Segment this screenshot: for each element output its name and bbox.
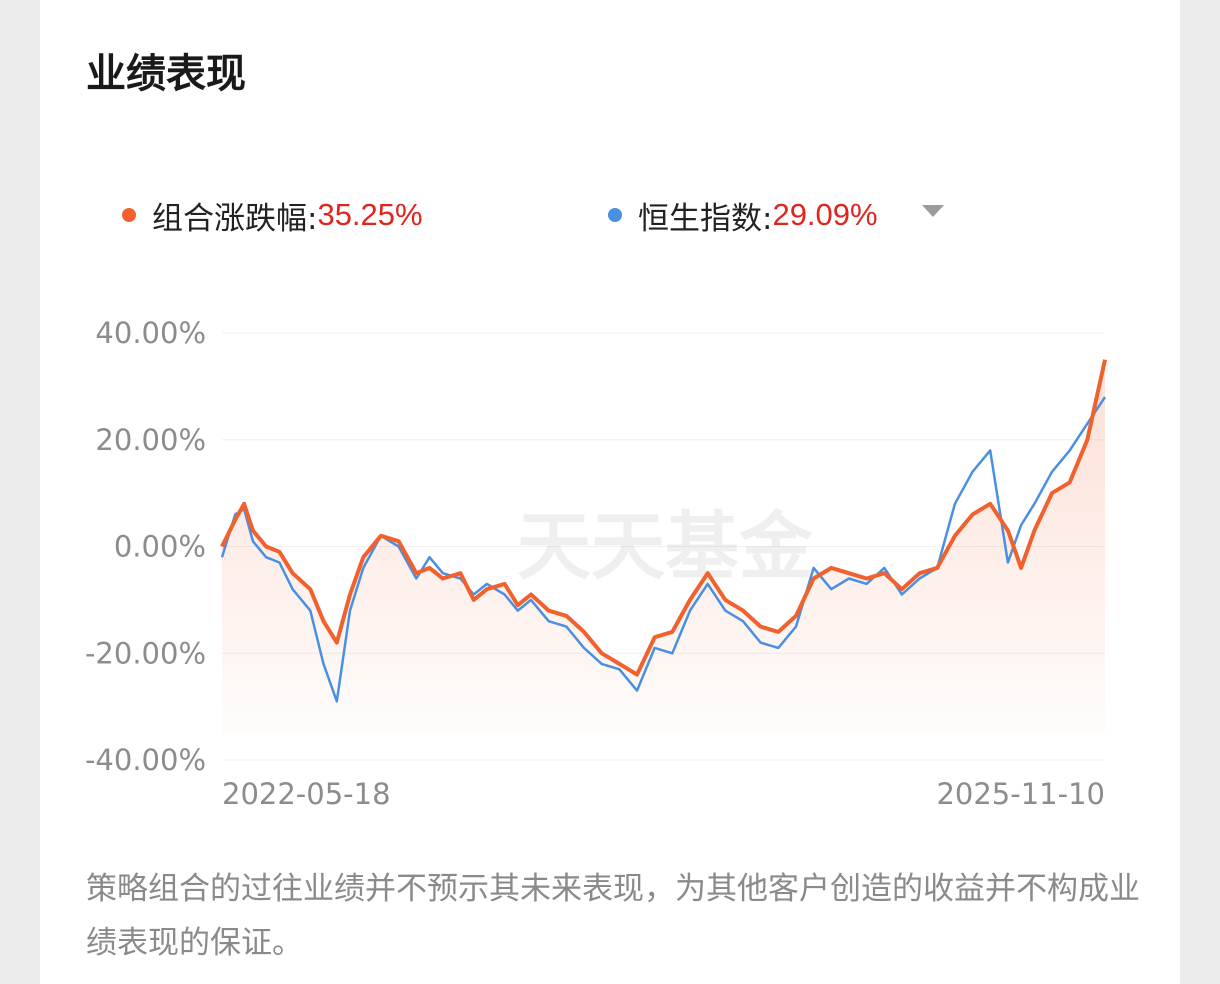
y-tick-label: -40.00% — [85, 743, 206, 777]
watermark-text: 天天基金 — [517, 504, 814, 590]
legend-dot-benchmark — [608, 208, 622, 222]
y-tick-label: 0.00% — [114, 530, 206, 564]
performance-chart: 天天基金 40.00% 20.00% 0.00% -20.00% -40.00% 202… — [85, 316, 1107, 811]
y-tick-label: -20.00% — [85, 636, 206, 670]
legend-label-portfolio: 组合涨跌幅: — [152, 200, 318, 237]
disclaimer-text: 策略组合的过往业绩并不预示其未来表现，为其他客户创造的收益并不构成业绩表现的保证… — [86, 871, 1140, 961]
legend-item-portfolio: 组合涨跌幅: 35.25% — [122, 190, 423, 240]
x-tick-label: 2025-11-10 — [936, 777, 1105, 811]
portfolio-area-fill — [222, 359, 1105, 735]
x-axis: 2022-05-18 2025-11-10 — [222, 777, 1105, 811]
legend-dot-portfolio — [122, 208, 136, 222]
series-line-benchmark — [220, 396, 1107, 703]
section-title: 业绩表现 — [86, 51, 246, 97]
series-line-portfolio — [220, 359, 1107, 677]
legend-label-benchmark: 恒生指数: — [638, 200, 773, 237]
y-tick-label: 20.00% — [95, 423, 206, 457]
legend-value-portfolio: 35.25% — [317, 197, 423, 232]
y-axis: 40.00% 20.00% 0.00% -20.00% -40.00% — [85, 316, 206, 777]
caret-down-icon[interactable] — [922, 205, 944, 217]
performance-card — [40, 0, 1180, 984]
y-tick-label: 40.00% — [95, 316, 206, 350]
x-tick-label: 2022-05-18 — [222, 777, 391, 811]
legend-value-benchmark: 29.09% — [772, 197, 878, 232]
legend-item-benchmark: 恒生指数: 29.09% — [608, 190, 878, 240]
